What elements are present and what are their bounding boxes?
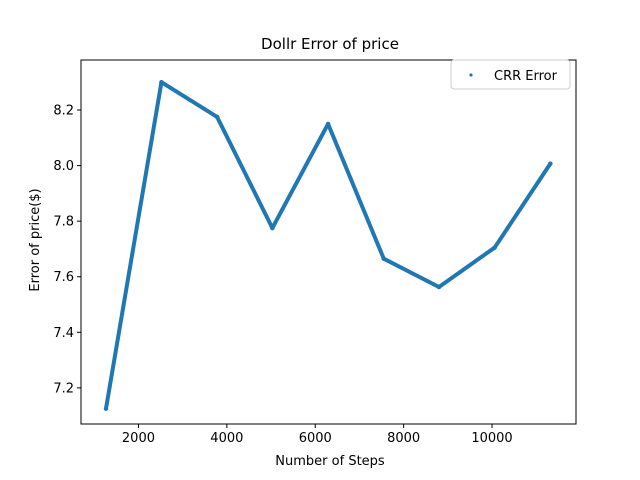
x-tick-label-10000: 10000 bbox=[471, 431, 512, 446]
series-segment-5 bbox=[381, 256, 441, 290]
chart-title: Dollr Error of price bbox=[261, 35, 399, 53]
x-axis-label: Number of Steps bbox=[275, 454, 385, 469]
y-axis-label: Error of price($) bbox=[28, 188, 43, 291]
series-segment-3 bbox=[270, 121, 331, 231]
series-segment-0 bbox=[103, 80, 164, 411]
series-segment-7 bbox=[492, 161, 553, 250]
x-tick-label-4000: 4000 bbox=[210, 431, 243, 446]
series-segment-2 bbox=[215, 114, 275, 231]
series-0 bbox=[103, 80, 553, 411]
axes-frame bbox=[80, 59, 577, 425]
x-tick-label-2000: 2000 bbox=[122, 431, 155, 446]
legend: CRR Error bbox=[450, 59, 571, 90]
y-tick-label-4: 8.0 bbox=[53, 159, 74, 174]
y-tick-label-1: 7.4 bbox=[53, 326, 74, 341]
series-segment-1 bbox=[159, 80, 220, 119]
y-tick-label-2: 7.6 bbox=[53, 270, 74, 285]
legend-box bbox=[450, 59, 571, 90]
series-segment-4 bbox=[326, 121, 386, 261]
legend-label-crr-error: CRR Error bbox=[494, 69, 558, 84]
series-segment-6 bbox=[436, 245, 497, 290]
plot-area: 2000 4000 6000 8000 10000 7.2 7.4 7.6 7.8 8.0 8.2 bbox=[53, 59, 577, 446]
x-tick-label-6000: 6000 bbox=[299, 431, 332, 446]
x-tick-label-8000: 8000 bbox=[387, 431, 420, 446]
y-tick-label-3: 7.8 bbox=[53, 215, 74, 230]
legend-marker bbox=[469, 73, 473, 77]
y-tick-label-0: 7.2 bbox=[53, 381, 74, 396]
y-tick-label-5: 8.2 bbox=[53, 104, 74, 119]
